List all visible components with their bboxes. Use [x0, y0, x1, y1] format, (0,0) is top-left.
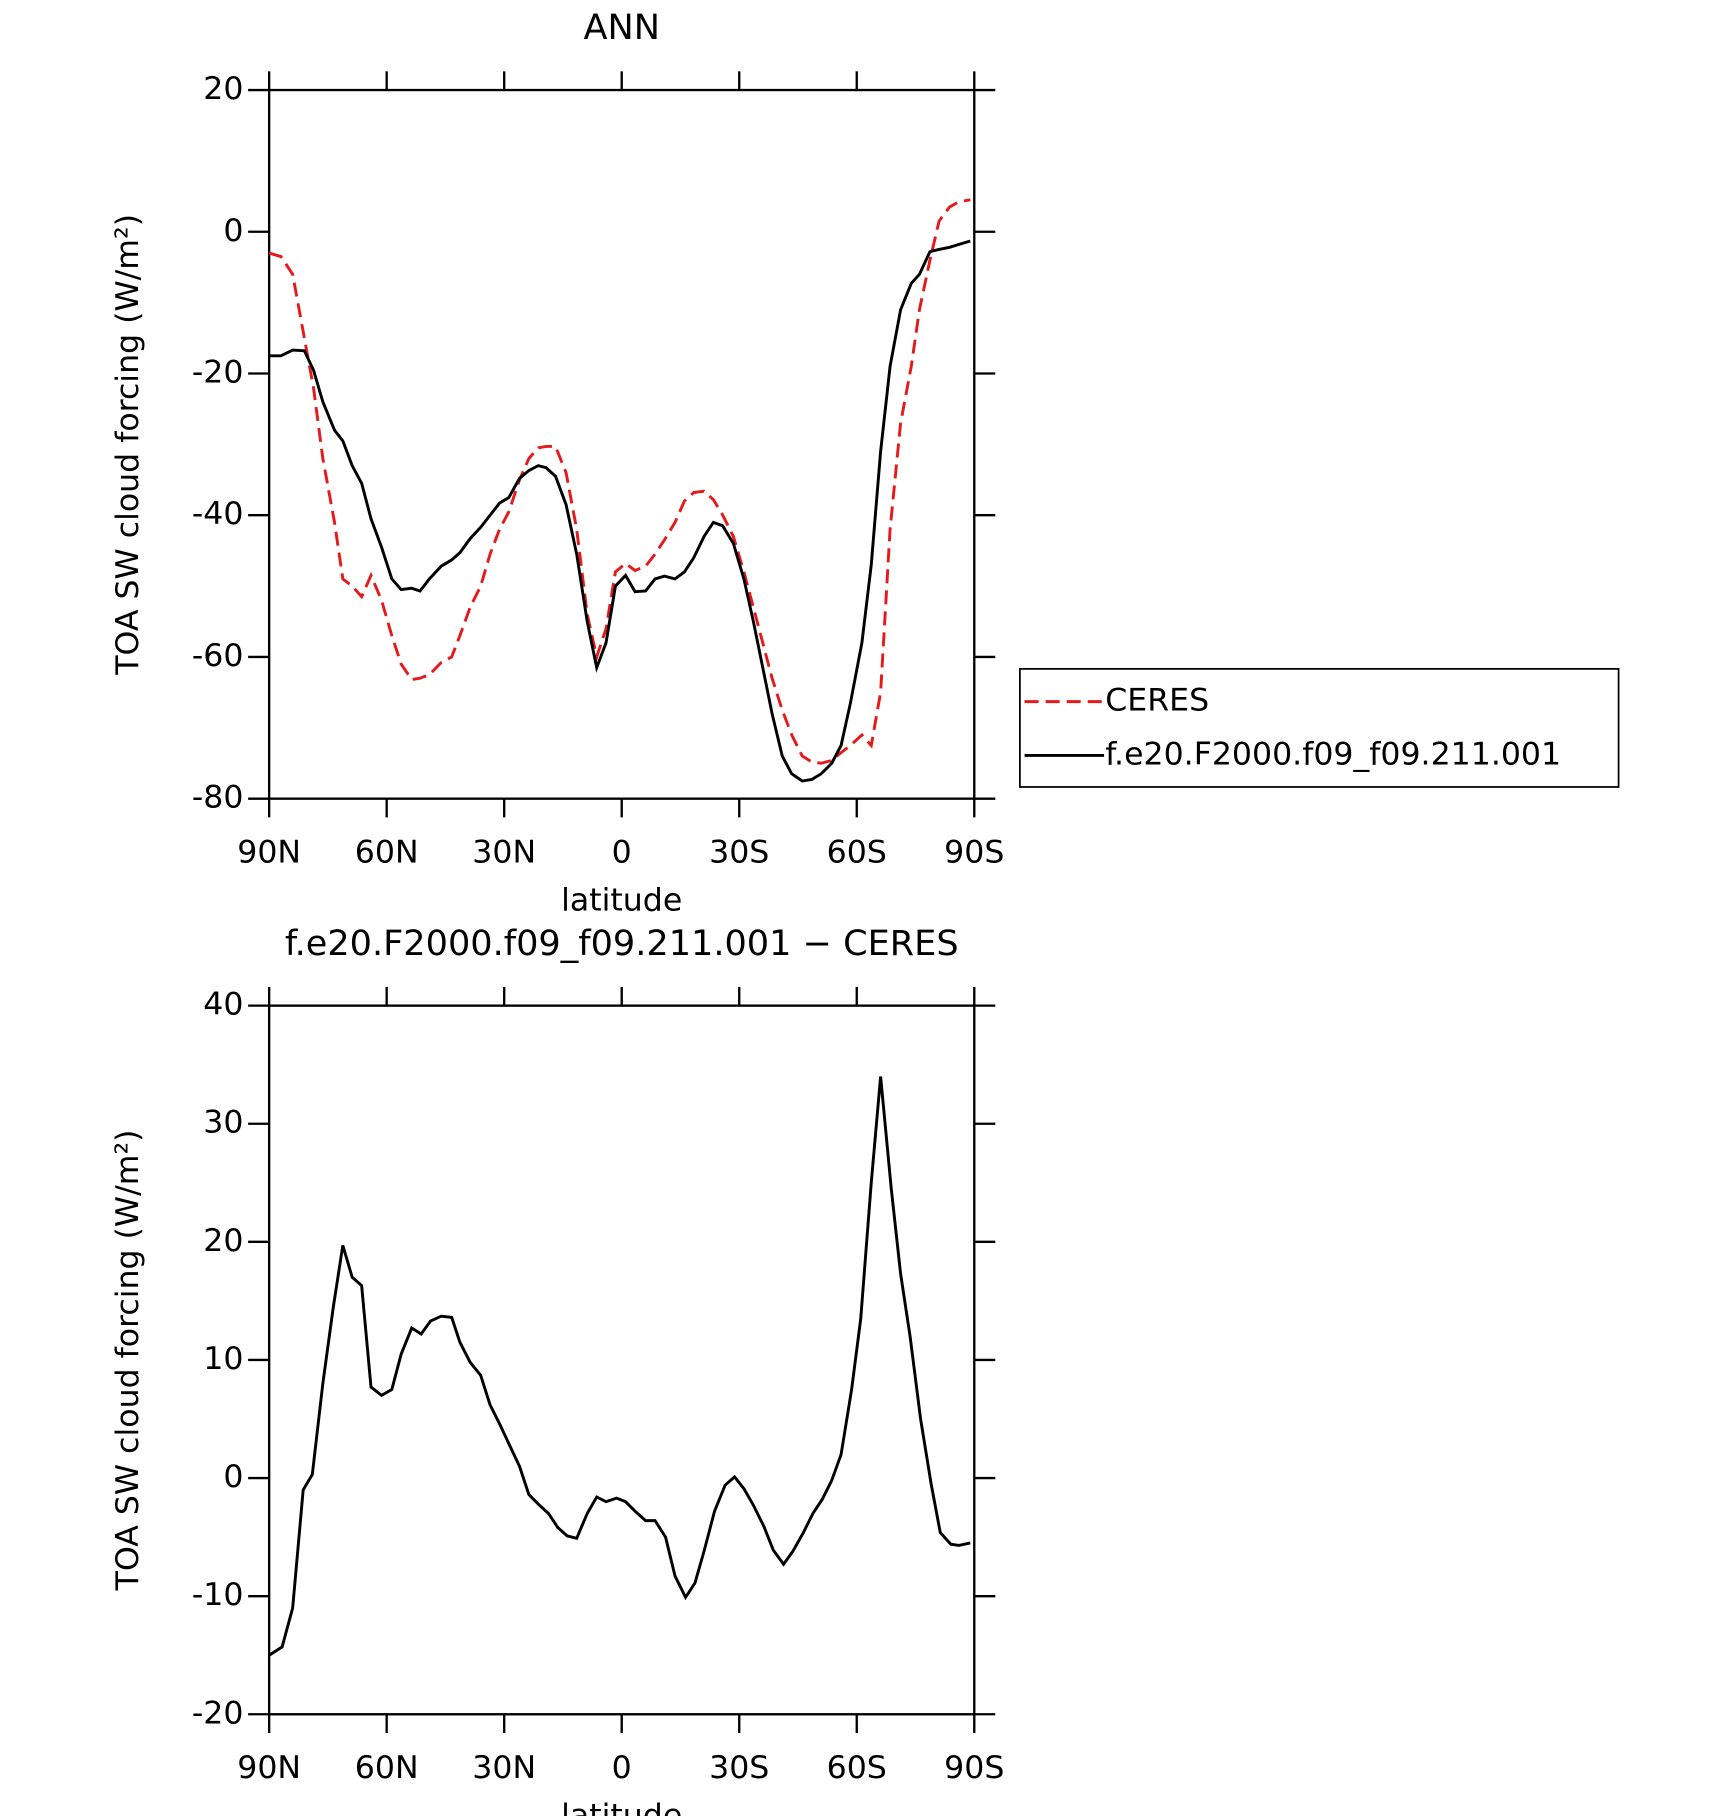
x-tick-label: 30N [472, 835, 536, 871]
data-line [268, 198, 971, 765]
x-tick-label: 30S [709, 835, 769, 871]
chart-title: ANN [583, 7, 659, 48]
x-tick-label: 90S [944, 1750, 1004, 1786]
y-tick-label: 10 [203, 1341, 243, 1377]
y-tick-label: 0 [223, 1459, 243, 1495]
y-tick-label: 20 [203, 1223, 243, 1259]
y-tick-label: -40 [192, 496, 244, 532]
y-tick-label: -60 [192, 638, 244, 674]
x-axis-label: latitude [561, 883, 682, 919]
data-line [269, 239, 971, 783]
x-tick-label: 60N [355, 1750, 419, 1786]
x-tick-label: 60N [355, 835, 419, 871]
y-tick-label: -10 [192, 1577, 244, 1613]
y-tick-label: 0 [223, 213, 243, 249]
x-tick-label: 90N [237, 835, 301, 871]
chart-title: f.e20.F2000.f09_f09.211.001 − CERES [285, 923, 959, 964]
x-axis-label: latitude [561, 1798, 682, 1816]
y-tick-label: -80 [192, 780, 244, 816]
x-tick-label: 0 [612, 835, 632, 871]
x-tick-label: 30N [472, 1750, 536, 1786]
x-tick-label: 60S [827, 835, 887, 871]
y-tick-label: -20 [192, 354, 244, 390]
y-tick-label: -20 [192, 1695, 244, 1731]
legend-label: f.e20.F2000.f09_f09.211.001 [1105, 736, 1561, 772]
y-tick-label: 40 [203, 987, 243, 1023]
x-tick-label: 90S [944, 835, 1004, 871]
y-tick-label: 20 [203, 71, 243, 107]
x-tick-label: 60S [827, 1750, 887, 1786]
y-tick-label: 30 [203, 1105, 243, 1141]
x-tick-label: 90N [237, 1750, 301, 1786]
x-tick-label: 30S [709, 1750, 769, 1786]
y-axis-label: TOA SW cloud forcing (W/m²) [110, 214, 146, 676]
plot-frame [267, 88, 976, 800]
legend-label: CERES [1105, 683, 1209, 719]
y-axis-label: TOA SW cloud forcing (W/m²) [110, 1130, 146, 1592]
x-tick-label: 0 [612, 1750, 632, 1786]
legend-box [1019, 667, 1620, 788]
data-line [268, 1076, 971, 1657]
plot-frame [267, 1004, 976, 1716]
